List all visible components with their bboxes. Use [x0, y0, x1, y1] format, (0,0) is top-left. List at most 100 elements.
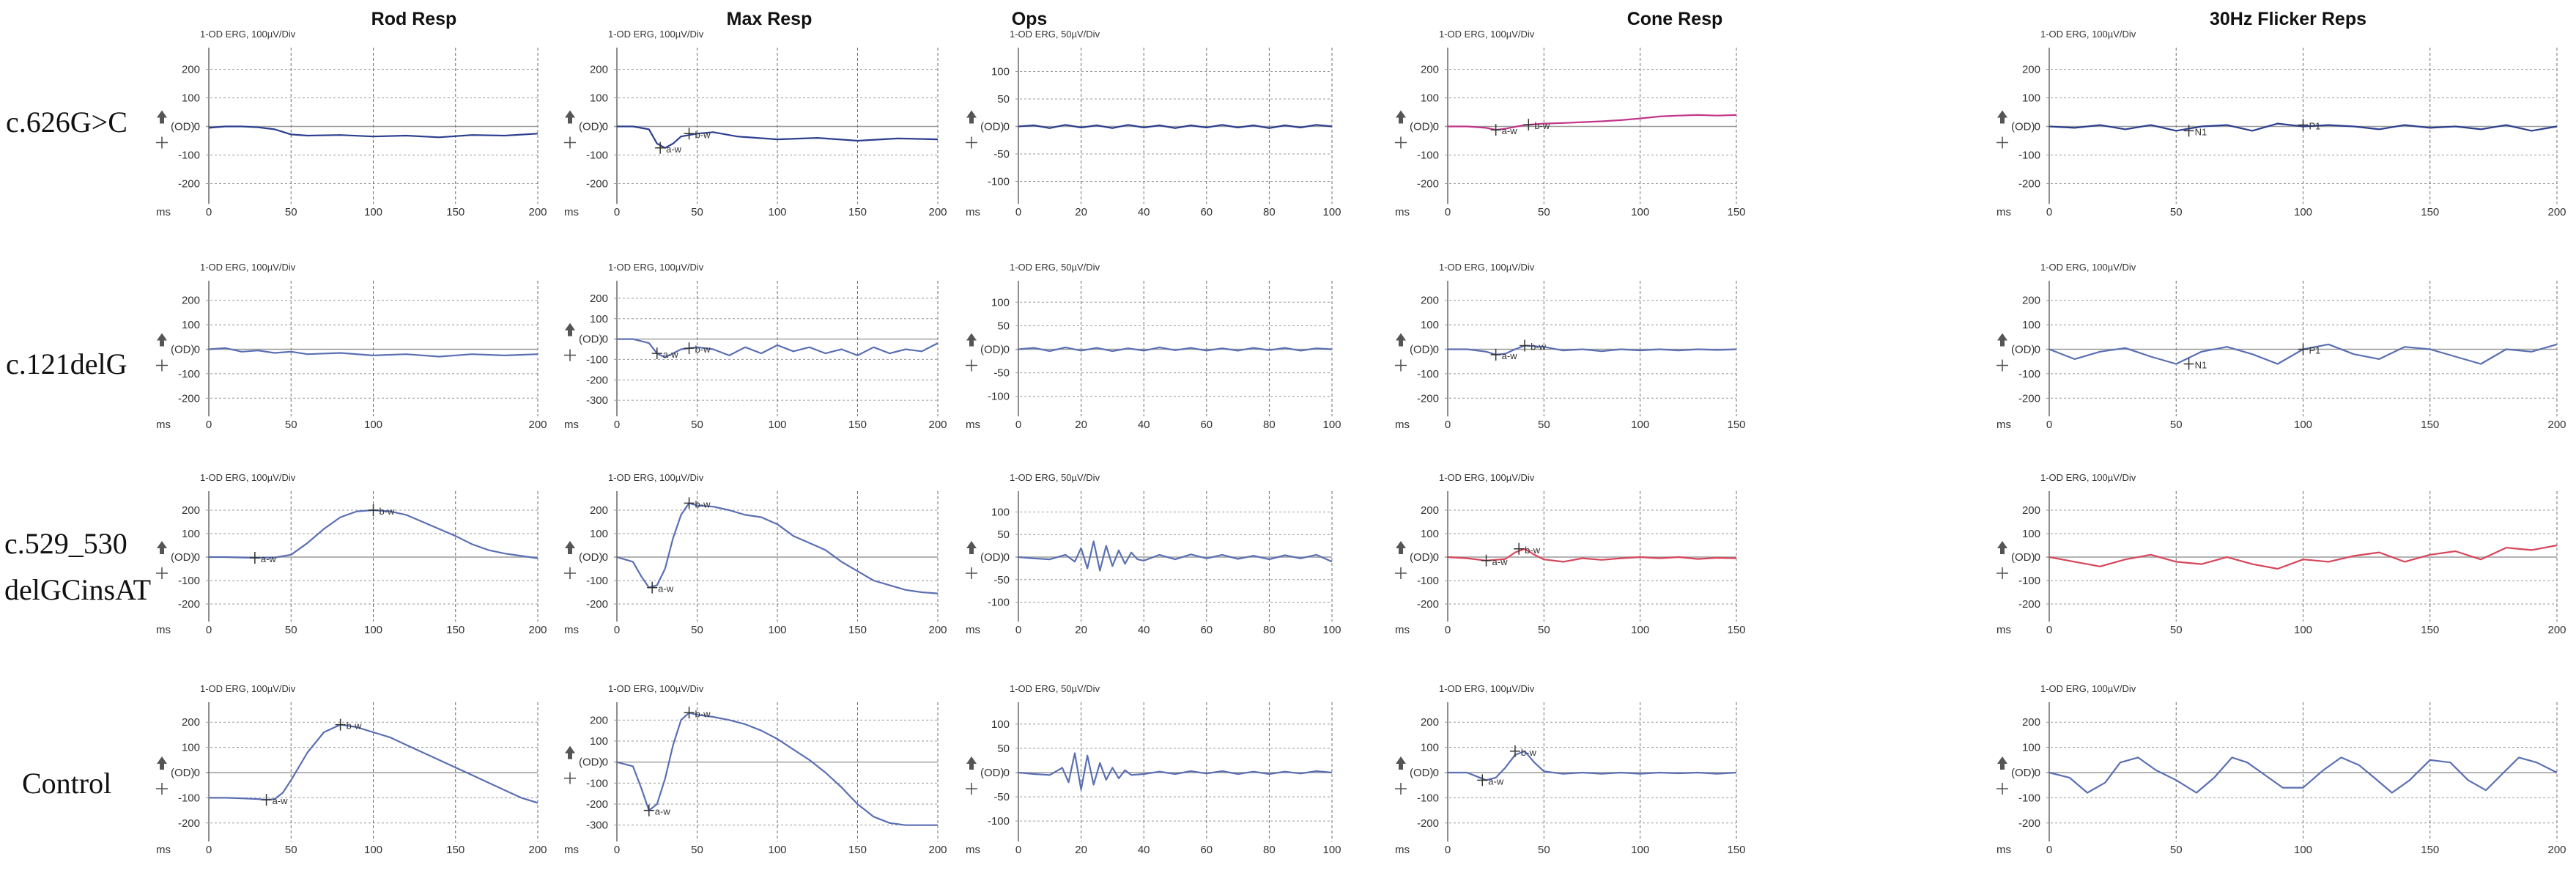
y-tick-label: 200 [182, 504, 200, 517]
y-tick-label: -300 [586, 819, 608, 832]
column-title: Cone Resp [1627, 9, 1723, 29]
peak-marker [261, 794, 272, 806]
y-tick-label: 0 [1004, 551, 1010, 564]
panel-header: 1-OD ERG, 100µV/Div [1439, 683, 1535, 694]
x-tick-label: 100 [1322, 206, 1341, 218]
x-tick-label: 0 [1015, 844, 1021, 856]
y-tick-label: 0 [1004, 344, 1010, 356]
y-tick-label: 200 [590, 64, 608, 76]
y-tick-label: 200 [2022, 504, 2040, 517]
y-tick-label: -200 [2018, 817, 2040, 830]
channel-label: (OD) [1410, 344, 1434, 356]
up-arrow-icon [565, 110, 575, 124]
y-tick-label: 0 [602, 334, 608, 346]
up-arrow-icon [565, 541, 575, 554]
x-tick-label: 50 [285, 206, 297, 218]
x-tick-label: 40 [1138, 844, 1150, 856]
x-tick-label: 50 [1538, 844, 1550, 856]
channel-label: (OD) [171, 767, 195, 779]
panel-header: 1-OD ERG, 100µV/Div [608, 472, 704, 483]
peak-marker-label: N1 [2195, 360, 2207, 371]
x-tick-label: 80 [1263, 419, 1276, 431]
x-tick-label: 200 [928, 624, 947, 636]
x-tick-label: 150 [1727, 624, 1745, 636]
channel-label: (OD) [980, 344, 1004, 356]
y-tick-label: -100 [988, 176, 1010, 188]
panel-header: 1-OD ERG, 100µV/Div [2040, 262, 2136, 273]
erg-panels: 1-OD ERG, 100µV/Div 200 100 0 -100 -200 0 50 100… [156, 29, 2566, 856]
up-arrow-icon [1997, 333, 2007, 347]
peak-marker [1523, 119, 1534, 131]
y-tick-label: 100 [1421, 742, 1439, 754]
channel-label: (OD) [2011, 121, 2035, 133]
peak-marker [647, 581, 658, 594]
x-tick-label: 150 [2421, 206, 2439, 218]
x-unit-label: ms [1996, 419, 2011, 431]
x-tick-label: 150 [446, 206, 465, 218]
peak-marker [335, 718, 346, 731]
peak-marker [2298, 119, 2309, 131]
x-tick-label: 50 [285, 419, 297, 431]
y-tick-label: -100 [178, 575, 200, 587]
x-tick-label: 40 [1138, 419, 1150, 431]
peak-marker-label: b-w [695, 344, 711, 355]
x-unit-label: ms [156, 844, 171, 856]
y-tick-label: -50 [993, 574, 1010, 586]
x-tick-label: 0 [206, 624, 212, 636]
y-tick-label: 200 [1421, 716, 1439, 729]
plus-icon [156, 359, 168, 372]
panel-header: 1-OD ERG, 100µV/Div [200, 472, 296, 483]
up-arrow-icon [157, 756, 167, 770]
x-tick-label: 150 [2421, 624, 2439, 636]
channel-label: (OD) [1410, 121, 1434, 133]
erg-trace [208, 347, 538, 358]
erg-panel: 1-OD ERG, 50µV/Div 100 50 0 -50 -100 0 20 40 60 80… [966, 29, 1341, 218]
column-title: Ops [1012, 9, 1048, 29]
row-label: c.121delG [6, 347, 127, 380]
y-tick-label: -100 [988, 815, 1010, 828]
peak-marker [651, 347, 662, 360]
erg-trace [617, 338, 939, 358]
x-tick-label: 40 [1138, 206, 1150, 218]
x-unit-label: ms [1395, 844, 1410, 856]
x-unit-label: ms [564, 844, 579, 856]
x-tick-label: 100 [2294, 419, 2312, 431]
y-tick-label: 200 [2022, 64, 2040, 76]
y-tick-label: -200 [1417, 178, 1439, 191]
channel-label: (OD) [171, 121, 195, 133]
x-tick-label: 0 [2046, 419, 2052, 431]
y-tick-label: -50 [993, 148, 1010, 161]
peak-marker [1520, 339, 1531, 352]
plus-icon [564, 772, 576, 784]
y-tick-label: 0 [194, 767, 200, 779]
x-tick-label: 50 [2170, 624, 2183, 636]
up-arrow-icon [1396, 541, 1406, 554]
y-tick-label: -100 [178, 368, 200, 380]
y-tick-label: -100 [586, 353, 608, 366]
peak-marker-label: a-w [1492, 556, 1509, 567]
y-tick-label: 100 [590, 528, 608, 540]
erg-panel: 1-OD ERG, 100µV/Div 200 100 0 -100 -200 0 50 100… [1996, 262, 2566, 431]
y-tick-label: 100 [991, 506, 1010, 518]
row-label: Control [22, 767, 111, 800]
x-tick-label: 60 [1200, 419, 1213, 431]
x-tick-label: 50 [1538, 419, 1550, 431]
x-tick-label: 80 [1263, 844, 1276, 856]
peak-marker-label: b-w [695, 708, 711, 719]
peak-marker-label: a-w [1488, 776, 1504, 787]
plus-icon [564, 567, 576, 579]
y-tick-label: -100 [2018, 368, 2040, 380]
peak-marker [1490, 348, 1501, 361]
panel-header: 1-OD ERG, 100µV/Div [2040, 683, 2136, 694]
y-tick-label: 0 [1433, 551, 1439, 564]
y-tick-label: 100 [182, 319, 200, 331]
up-arrow-icon [1997, 541, 2007, 554]
x-tick-label: 200 [928, 206, 947, 218]
peak-marker [643, 804, 654, 817]
y-tick-label: -100 [178, 150, 200, 162]
panel-header: 1-OD ERG, 50µV/Div [1010, 262, 1100, 273]
x-tick-label: 200 [928, 419, 947, 431]
x-tick-label: 100 [1322, 844, 1341, 856]
x-tick-label: 0 [1445, 624, 1451, 636]
